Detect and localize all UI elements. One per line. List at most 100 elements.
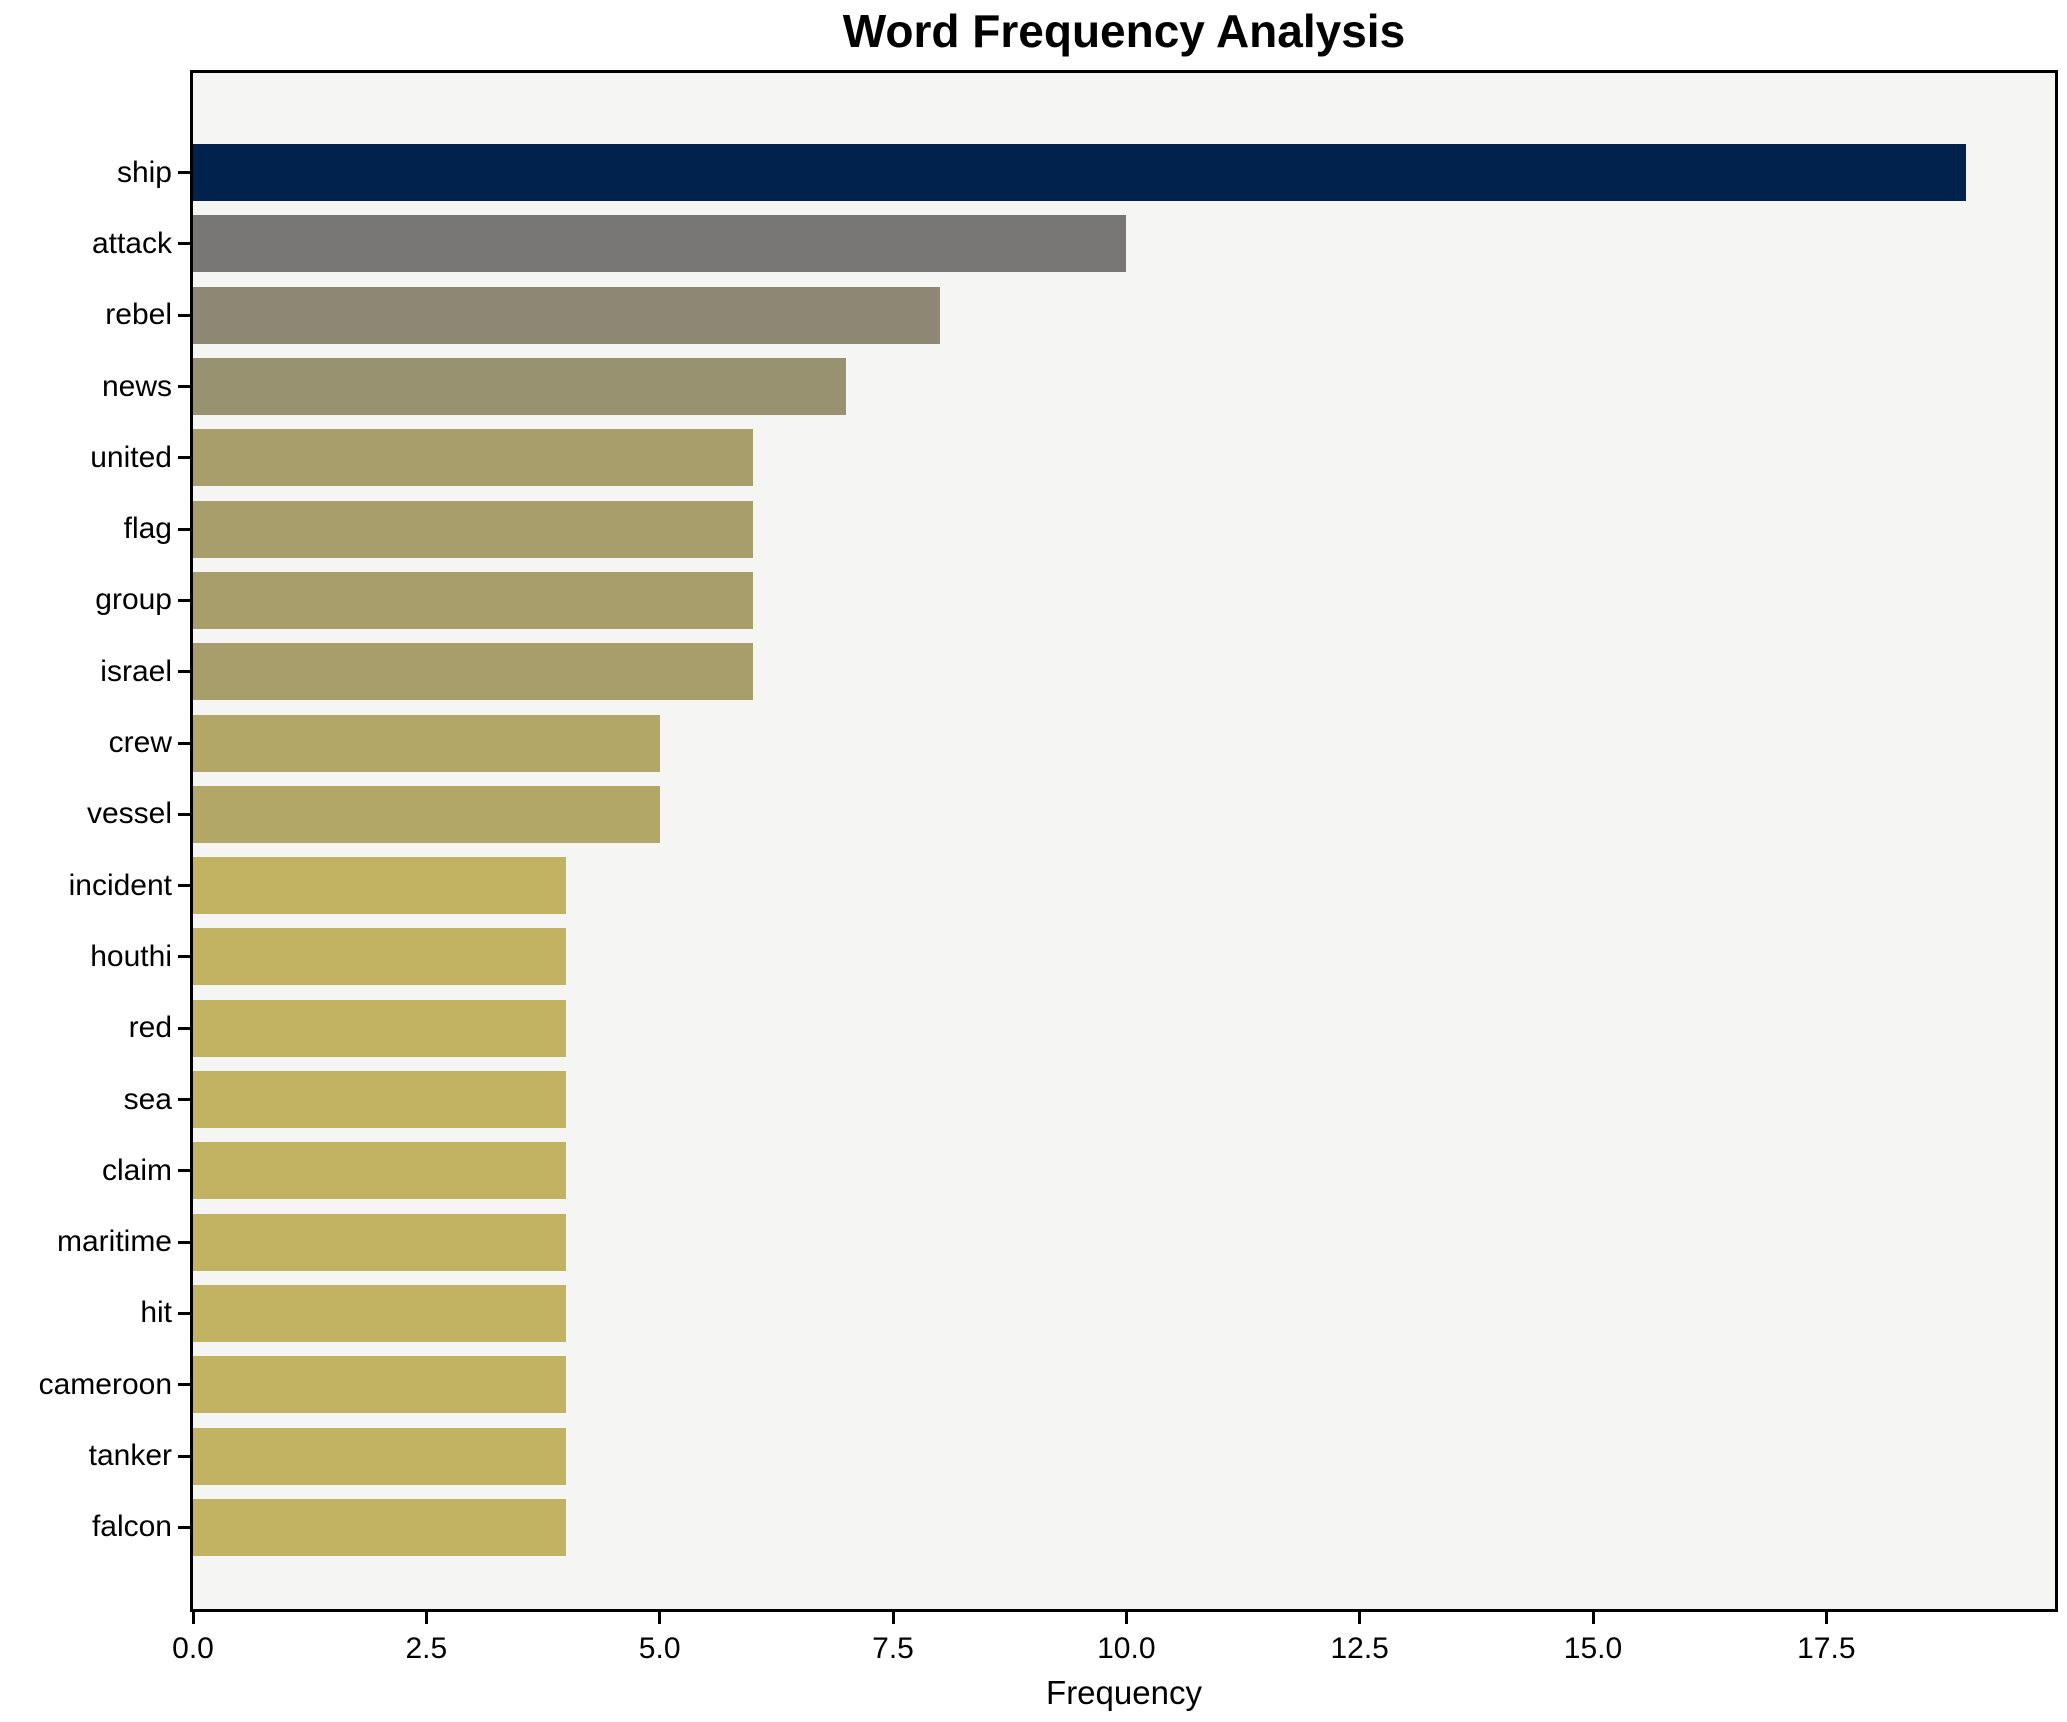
bar-row	[193, 1356, 2055, 1414]
y-tick	[178, 1169, 190, 1173]
x-tick	[658, 1612, 662, 1624]
bar-vessel	[193, 785, 660, 843]
x-tick-label-5.0: 5.0	[638, 1632, 681, 1665]
bar-incident	[193, 857, 567, 915]
y-tick-label-maritime: maritime	[56, 1225, 172, 1259]
bar-ship	[193, 144, 1967, 202]
bar-row	[193, 1284, 2055, 1342]
bar-red	[193, 999, 567, 1057]
y-tick-label-incident: incident	[68, 868, 172, 902]
bar-cameroon	[193, 1356, 567, 1414]
bar-israel	[193, 643, 753, 701]
x-tick	[1358, 1612, 1362, 1624]
bar-row	[193, 643, 2055, 701]
y-tick-label-sea: sea	[123, 1082, 172, 1116]
y-tick	[178, 884, 190, 888]
y-tick-label-falcon: falcon	[91, 1510, 172, 1544]
bar-crew	[193, 714, 660, 772]
x-tick-label-17.5: 17.5	[1797, 1632, 1856, 1665]
y-tick	[178, 1026, 190, 1030]
y-tick-label-crew: crew	[108, 726, 172, 760]
y-tick-label-tanker: tanker	[88, 1439, 172, 1473]
y-tick-label-vessel: vessel	[86, 797, 172, 831]
bar-row	[193, 928, 2055, 986]
bar-maritime	[193, 1213, 567, 1271]
bar-row	[193, 857, 2055, 915]
y-tick-label-group: group	[95, 583, 172, 617]
y-tick	[178, 313, 190, 317]
y-tick	[178, 1454, 190, 1458]
y-tick	[178, 1240, 190, 1244]
x-tick-label-15.0: 15.0	[1563, 1632, 1623, 1665]
x-tick	[1124, 1612, 1128, 1624]
x-axis-title: Frequency	[1046, 1674, 1202, 1711]
y-tick	[178, 171, 190, 175]
x-tick	[1824, 1612, 1828, 1624]
bar-united	[193, 429, 753, 487]
y-tick	[178, 670, 190, 674]
bar-row	[193, 1071, 2055, 1129]
bar-row	[193, 1427, 2055, 1485]
x-tick	[891, 1612, 895, 1624]
bar-row	[193, 215, 2055, 273]
y-tick-label-houthi: houthi	[90, 939, 172, 973]
x-tick-label-0.0: 0.0	[172, 1632, 214, 1665]
y-tick	[178, 242, 190, 246]
y-tick-label-israel: israel	[100, 654, 172, 688]
bar-houthi	[193, 928, 567, 986]
y-tick-label-red: red	[128, 1011, 172, 1045]
bar-row	[193, 429, 2055, 487]
y-tick-label-hit: hit	[140, 1296, 172, 1330]
x-tick-label-7.5: 7.5	[872, 1632, 914, 1665]
y-tick	[178, 741, 190, 745]
bar-row	[193, 785, 2055, 843]
bar-row	[193, 500, 2055, 558]
y-tick-label-claim: claim	[101, 1153, 172, 1187]
bar-attack	[193, 215, 1127, 273]
y-tick	[178, 1383, 190, 1387]
x-tick-label-2.5: 2.5	[405, 1632, 448, 1665]
bar-row	[193, 714, 2055, 772]
bar-falcon	[193, 1498, 567, 1556]
bar-tanker	[193, 1427, 567, 1485]
bar-row	[193, 571, 2055, 629]
y-tick	[178, 1525, 190, 1529]
bar-sea	[193, 1071, 567, 1129]
y-tick-label-cameroon: cameroon	[38, 1367, 172, 1401]
y-tick	[178, 456, 190, 460]
bar-hit	[193, 1284, 567, 1342]
y-tick	[178, 385, 190, 389]
bar-row	[193, 1213, 2055, 1271]
bar-claim	[193, 1142, 567, 1200]
bar-row	[193, 286, 2055, 344]
bar-row	[193, 358, 2055, 416]
y-tick-label-flag: flag	[123, 512, 172, 546]
y-tick-label-news: news	[101, 369, 172, 403]
bar-news	[193, 358, 847, 416]
x-tick	[424, 1612, 428, 1624]
y-tick	[178, 598, 190, 602]
x-tick-label-10.0: 10.0	[1097, 1632, 1156, 1665]
y-tick-label-ship: ship	[116, 155, 172, 189]
y-tick	[178, 955, 190, 959]
bar-rebel	[193, 286, 940, 344]
bar-flag	[193, 500, 753, 558]
bar-row	[193, 1498, 2055, 1556]
y-tick	[178, 812, 190, 816]
y-tick-label-rebel: rebel	[105, 298, 172, 332]
y-tick	[178, 527, 190, 531]
x-tick	[191, 1612, 195, 1624]
y-tick-label-united: united	[90, 440, 172, 474]
y-tick-label-attack: attack	[91, 226, 172, 260]
bar-group	[193, 571, 753, 629]
y-tick	[178, 1098, 190, 1102]
bar-row	[193, 1142, 2055, 1200]
bar-row	[193, 144, 2055, 202]
plot-area	[190, 70, 2058, 1612]
x-tick-label-12.5: 12.5	[1330, 1632, 1389, 1665]
y-tick	[178, 1311, 190, 1315]
bar-row	[193, 999, 2055, 1057]
x-tick	[1591, 1612, 1595, 1624]
chart-title: Word Frequency Analysis	[842, 5, 1406, 57]
